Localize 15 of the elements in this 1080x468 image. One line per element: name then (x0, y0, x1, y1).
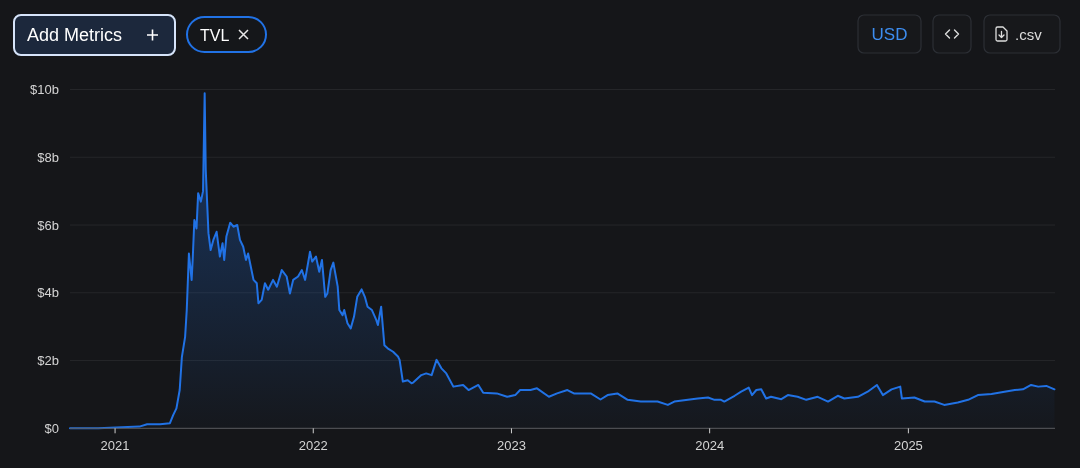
y-tick-label: $4b (37, 285, 59, 301)
y-tick-label: $6b (37, 217, 59, 233)
x-tick-label: 2024 (695, 438, 725, 454)
x-tick-label: 2022 (298, 438, 328, 454)
y-tick-label: $10b (30, 82, 59, 97)
y-tick-label: $8b (37, 149, 59, 165)
x-tick-label: 2023 (497, 438, 526, 454)
currency-toggle: USD (857, 14, 922, 54)
x-tick-label: 2025 (893, 438, 923, 454)
y-tick-label: $2b (37, 353, 59, 369)
y-tick-label: $0 (44, 420, 59, 436)
add-button: Add Metrics (13, 14, 176, 56)
filter-chip: TVL (186, 16, 267, 53)
download-button: .csv (983, 14, 1061, 54)
x-tick-label: 2021 (100, 438, 130, 454)
